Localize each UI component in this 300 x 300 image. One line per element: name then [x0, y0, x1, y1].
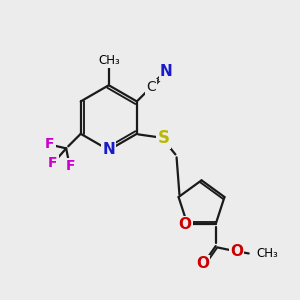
- Text: N: N: [102, 142, 115, 158]
- Text: F: F: [45, 137, 55, 151]
- Text: O: O: [230, 244, 243, 260]
- Text: O: O: [196, 256, 209, 271]
- Text: F: F: [66, 159, 75, 173]
- Text: CH₃: CH₃: [256, 247, 278, 260]
- Text: CH₃: CH₃: [98, 54, 120, 67]
- Text: C: C: [146, 80, 156, 94]
- Text: S: S: [157, 129, 169, 147]
- Text: O: O: [178, 217, 191, 232]
- Text: N: N: [160, 64, 173, 80]
- Text: F: F: [48, 156, 58, 170]
